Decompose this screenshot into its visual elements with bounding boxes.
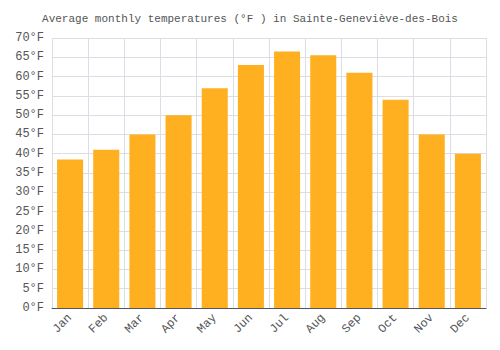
svg-text:Sep: Sep xyxy=(339,311,364,336)
svg-text:20°F: 20°F xyxy=(15,224,44,238)
svg-text:May: May xyxy=(195,311,220,336)
svg-text:Feb: Feb xyxy=(86,311,111,336)
svg-text:45°F: 45°F xyxy=(15,127,44,141)
svg-text:Nov: Nov xyxy=(412,311,437,336)
svg-text:Apr: Apr xyxy=(158,311,183,336)
svg-text:25°F: 25°F xyxy=(15,205,44,219)
svg-text:Jan: Jan xyxy=(50,311,75,336)
svg-text:10°F: 10°F xyxy=(15,262,44,276)
svg-text:30°F: 30°F xyxy=(15,185,44,199)
svg-text:35°F: 35°F xyxy=(15,166,44,180)
svg-text:Jun: Jun xyxy=(231,311,256,336)
svg-text:5°F: 5°F xyxy=(22,282,44,296)
svg-text:Aug: Aug xyxy=(303,311,328,336)
svg-text:70°F: 70°F xyxy=(15,31,44,45)
svg-text:Mar: Mar xyxy=(122,311,147,336)
svg-text:Jul: Jul xyxy=(267,311,292,336)
svg-text:60°F: 60°F xyxy=(15,70,44,84)
svg-text:50°F: 50°F xyxy=(15,108,44,122)
svg-text:0°F: 0°F xyxy=(22,301,44,315)
svg-text:Dec: Dec xyxy=(448,311,473,336)
svg-text:65°F: 65°F xyxy=(15,50,44,64)
svg-text:55°F: 55°F xyxy=(15,89,44,103)
svg-text:Oct: Oct xyxy=(375,311,400,336)
svg-text:Average monthly temperatures (: Average monthly temperatures (°F ) in Sa… xyxy=(42,13,458,25)
svg-text:15°F: 15°F xyxy=(15,243,44,257)
svg-text:40°F: 40°F xyxy=(15,147,44,161)
